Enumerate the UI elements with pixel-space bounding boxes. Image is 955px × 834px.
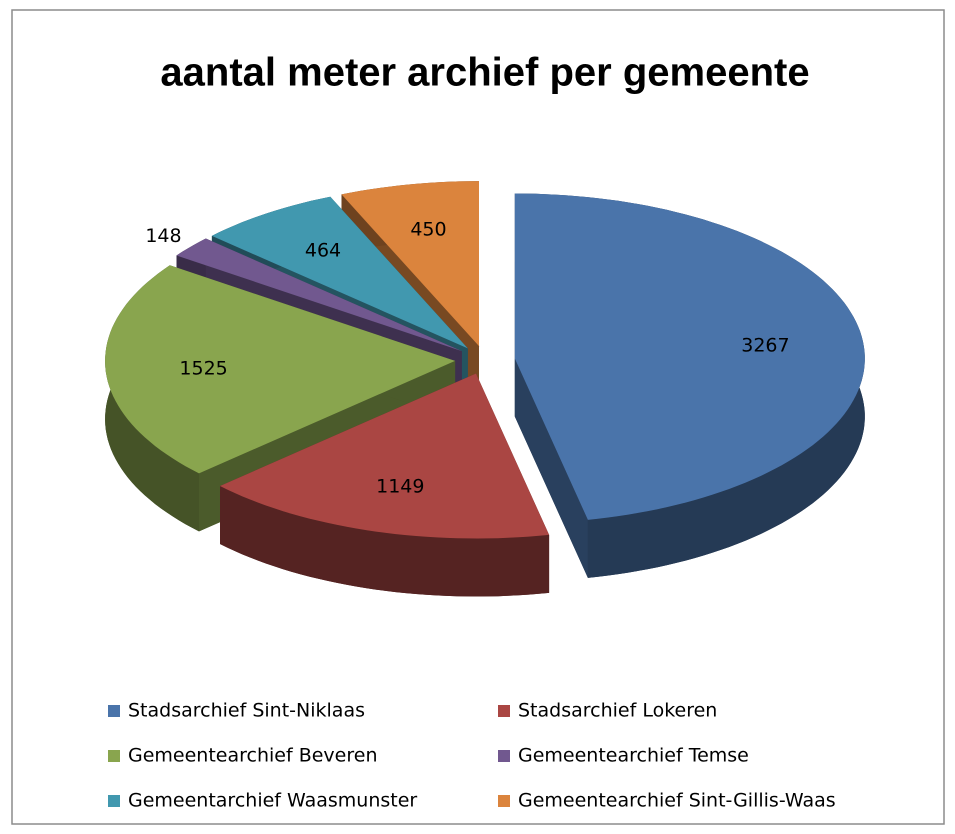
slice-top (220, 373, 550, 539)
pie-slice (220, 373, 550, 597)
legend-swatch (498, 750, 510, 762)
legend-label: Gemeentearchief Temse (518, 745, 749, 767)
slice-top (211, 196, 468, 349)
legend-swatch (108, 750, 120, 762)
legend-label: Gemeentearchief Sint-Gillis-Waas (518, 790, 836, 812)
slice-top (105, 265, 456, 474)
legend-label: Gemeentarchief Waasmunster (128, 790, 417, 812)
legend-swatch (498, 795, 510, 807)
slice-wall (514, 358, 588, 578)
pie-slice (514, 193, 865, 578)
data-label: 464 (305, 240, 341, 262)
chart-title: aantal meter archief per gemeente (160, 51, 809, 95)
legend-swatch (498, 705, 510, 717)
slice-top (176, 238, 462, 352)
data-label: 1525 (179, 357, 227, 379)
legend-swatch (108, 705, 120, 717)
data-label: 1149 (376, 475, 424, 497)
data-label: 3267 (741, 335, 789, 357)
slice-side (220, 486, 550, 597)
legend-label: Stadsarchief Lokeren (518, 700, 717, 722)
legend-label: Stadsarchief Sint-Niklaas (128, 700, 365, 722)
data-label: 450 (410, 218, 446, 240)
legend-label: Gemeentearchief Beveren (128, 745, 378, 767)
data-label: 148 (145, 225, 181, 247)
slice-top (514, 193, 865, 520)
legend-swatch (108, 795, 120, 807)
slice-top (341, 181, 479, 347)
